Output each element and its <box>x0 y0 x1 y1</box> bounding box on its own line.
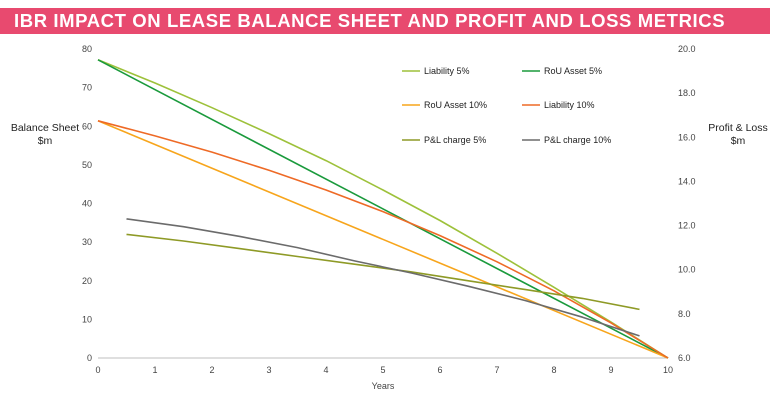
legend-label: P&L charge 5% <box>424 135 486 145</box>
y2-tick-label: 16.0 <box>678 132 696 142</box>
y-tick-label: 50 <box>82 160 92 170</box>
chart-title: IBR IMPACT ON LEASE BALANCE SHEET AND PR… <box>14 10 726 31</box>
legend-label: P&L charge 10% <box>544 135 611 145</box>
y-axis-right-title: Profit & Loss $m <box>708 122 768 147</box>
y-axis-left-title: Balance Sheet $m <box>10 122 80 147</box>
x-tick-label: 4 <box>323 365 328 375</box>
y-tick-label: 0 <box>87 353 92 363</box>
y2-tick-label: 6.0 <box>678 353 691 363</box>
series-line-liability-5 <box>97 59 669 359</box>
y-tick-label: 40 <box>82 199 92 209</box>
y2-tick-label: 18.0 <box>678 88 696 98</box>
y-tick-label: 10 <box>82 314 92 324</box>
series-line-p-l-charge-5 <box>126 233 640 311</box>
x-tick-label: 1 <box>152 365 157 375</box>
x-tick-label: 5 <box>380 365 385 375</box>
x-tick-label: 0 <box>95 365 100 375</box>
legend-label: RoU Asset 5% <box>544 66 602 76</box>
legend-label: RoU Asset 10% <box>424 100 487 110</box>
series-line-rou-asset-5 <box>97 59 669 359</box>
y2-tick-label: 10.0 <box>678 265 696 275</box>
y2-tick-label: 12.0 <box>678 221 696 231</box>
x-tick-label: 2 <box>209 365 214 375</box>
y-tick-label: 30 <box>82 237 92 247</box>
x-tick-label: 6 <box>437 365 442 375</box>
y2-tick-label: 20.0 <box>678 44 696 54</box>
y-tick-label: 70 <box>82 83 92 93</box>
y-tick-label: 20 <box>82 276 92 286</box>
y2-tick-label: 8.0 <box>678 309 691 319</box>
x-tick-label: 9 <box>608 365 613 375</box>
series-line-liability-10 <box>97 120 669 359</box>
legend-label: Liability 10% <box>544 100 595 110</box>
x-tick-label: 3 <box>266 365 271 375</box>
x-axis-title: Years <box>372 381 395 391</box>
series-line-p-l-charge-10 <box>126 218 640 337</box>
x-tick-label: 8 <box>551 365 556 375</box>
y-tick-label: 60 <box>82 121 92 131</box>
y2-tick-label: 14.0 <box>678 176 696 186</box>
x-tick-label: 10 <box>663 365 673 375</box>
series-line-rou-asset-10 <box>97 120 669 359</box>
title-banner: IBR IMPACT ON LEASE BALANCE SHEET AND PR… <box>0 8 770 34</box>
x-tick-label: 7 <box>494 365 499 375</box>
y-tick-label: 80 <box>82 44 92 54</box>
legend-label: Liability 5% <box>424 66 470 76</box>
